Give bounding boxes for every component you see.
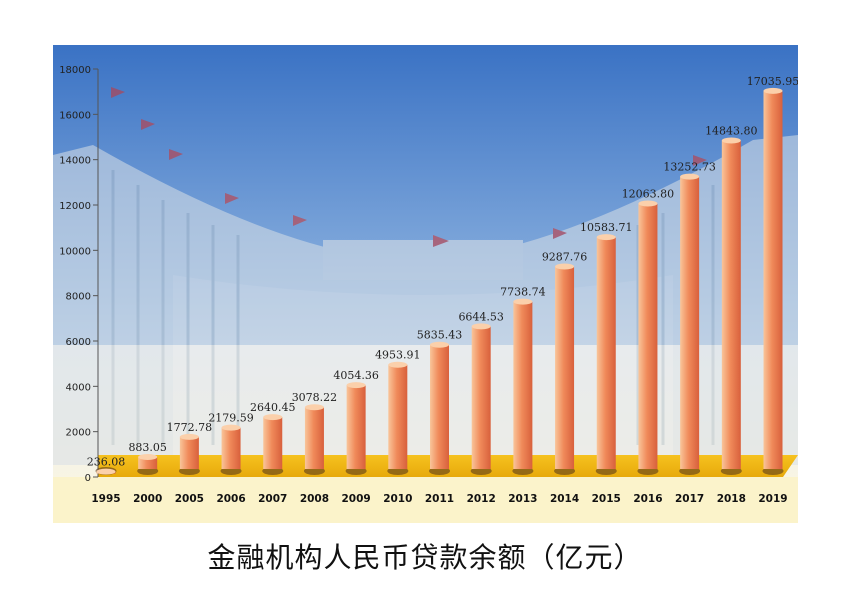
data-label-2010: 4953.91	[375, 349, 421, 362]
x-tick-label-2013: 2013	[508, 493, 537, 505]
bar-2006	[221, 427, 241, 469]
x-tick-label-2006: 2006	[216, 493, 245, 505]
chart-panel: 0 2000 4000 6000 8000 10000 12000 14000 16000 180…	[53, 45, 799, 523]
bar-2014	[555, 266, 575, 469]
x-tick-label-2005: 2005	[175, 493, 204, 505]
bar-top-cap	[221, 424, 241, 431]
y-tick-label: 0	[85, 473, 91, 484]
bar-2018	[721, 140, 741, 469]
bar-2008	[304, 407, 324, 469]
bars-group: 236.08883.051772.782179.592640.453078.22…	[87, 75, 799, 475]
bar-top-cap	[596, 234, 616, 241]
data-label-2007: 2640.45	[250, 401, 296, 414]
x-axis-ticks: 1995 2000 2005 2006 2007 2008 2009 2010 2011 2012…	[91, 493, 787, 505]
data-label-2017: 13252.73	[663, 161, 716, 174]
bar-2015	[596, 237, 616, 469]
data-label-2015: 10583.71	[580, 221, 633, 234]
data-label-2016: 12063.80	[622, 188, 675, 201]
bar-top-cap	[179, 433, 199, 440]
bar-2007	[263, 417, 283, 469]
bar-top-cap	[721, 137, 741, 144]
bar-2009	[346, 385, 366, 469]
bar-top-cap	[763, 87, 783, 94]
y-tick-label: 8000	[66, 292, 91, 303]
bar-top-cap	[388, 361, 408, 368]
x-tick-label-2010: 2010	[383, 493, 412, 505]
bar-2011	[430, 344, 449, 469]
data-label-2019: 17035.95	[747, 75, 798, 88]
bar-top-cap	[430, 341, 449, 348]
y-tick-label: 10000	[59, 246, 91, 257]
bar-chart: 0 2000 4000 6000 8000 10000 12000 14000 16000 180…	[53, 45, 799, 523]
y-tick-label: 18000	[59, 65, 91, 76]
bar-2017	[680, 176, 700, 469]
bar-top-cap	[138, 453, 158, 460]
x-tick-label-2017: 2017	[675, 493, 704, 505]
bar-top-cap	[680, 173, 700, 180]
y-tick-label: 6000	[66, 337, 91, 348]
data-label-1995: 236.08	[87, 456, 126, 469]
y-tick-label: 4000	[66, 382, 91, 393]
bar-2013	[513, 301, 533, 469]
bar-2005	[179, 436, 199, 469]
data-label-2012: 6644.53	[458, 310, 504, 323]
bar-top-cap	[471, 323, 491, 330]
x-tick-label-2014: 2014	[550, 493, 579, 505]
x-tick-label-2008: 2008	[300, 493, 329, 505]
x-tick-label-2016: 2016	[633, 493, 662, 505]
y-tick-label: 2000	[66, 428, 91, 439]
data-label-2014: 9287.76	[542, 250, 588, 263]
data-label-2011: 5835.43	[417, 329, 463, 342]
x-tick-label-2015: 2015	[592, 493, 621, 505]
bar-top-cap	[263, 414, 283, 421]
y-tick-label: 14000	[59, 156, 91, 167]
data-label-2013: 7738.74	[500, 286, 546, 299]
x-tick-label-2011: 2011	[425, 493, 454, 505]
bar-2019	[763, 90, 783, 469]
x-tick-label-2018: 2018	[717, 493, 746, 505]
data-label-2018: 14843.80	[705, 125, 758, 138]
data-label-2009: 4054.36	[333, 369, 379, 382]
bar-2000	[138, 456, 158, 469]
chart-caption: 金融机构人民币贷款余额（亿元）	[207, 541, 643, 574]
y-tick-label: 12000	[59, 201, 91, 212]
x-tick-label-2012: 2012	[467, 493, 496, 505]
x-tick-label-2007: 2007	[258, 493, 287, 505]
y-tick-label: 16000	[59, 110, 91, 121]
data-label-2005: 1772.78	[167, 421, 213, 434]
data-label-2006: 2179.59	[208, 412, 254, 425]
x-tick-label-2000: 2000	[133, 493, 162, 505]
bar-top-cap	[304, 404, 324, 411]
data-label-2000: 883.05	[128, 441, 167, 454]
bar-top-cap	[513, 298, 533, 305]
bar-top-cap	[638, 200, 658, 207]
chart-floor-base	[53, 477, 798, 523]
bar-top-cap	[346, 382, 366, 389]
x-tick-label-1995: 1995	[91, 493, 120, 505]
data-label-2008: 3078.22	[292, 391, 338, 404]
bar-2016	[638, 203, 658, 469]
x-tick-label-2009: 2009	[342, 493, 371, 505]
bar-top-cap	[96, 468, 116, 475]
bar-top-cap	[555, 263, 575, 270]
bar-2012	[471, 326, 491, 469]
y-axis-ticks: 0 2000 4000 6000 8000 10000 12000 14000 16000 180…	[59, 65, 98, 484]
x-tick-label-2019: 2019	[758, 493, 787, 505]
bar-2010	[388, 364, 408, 469]
